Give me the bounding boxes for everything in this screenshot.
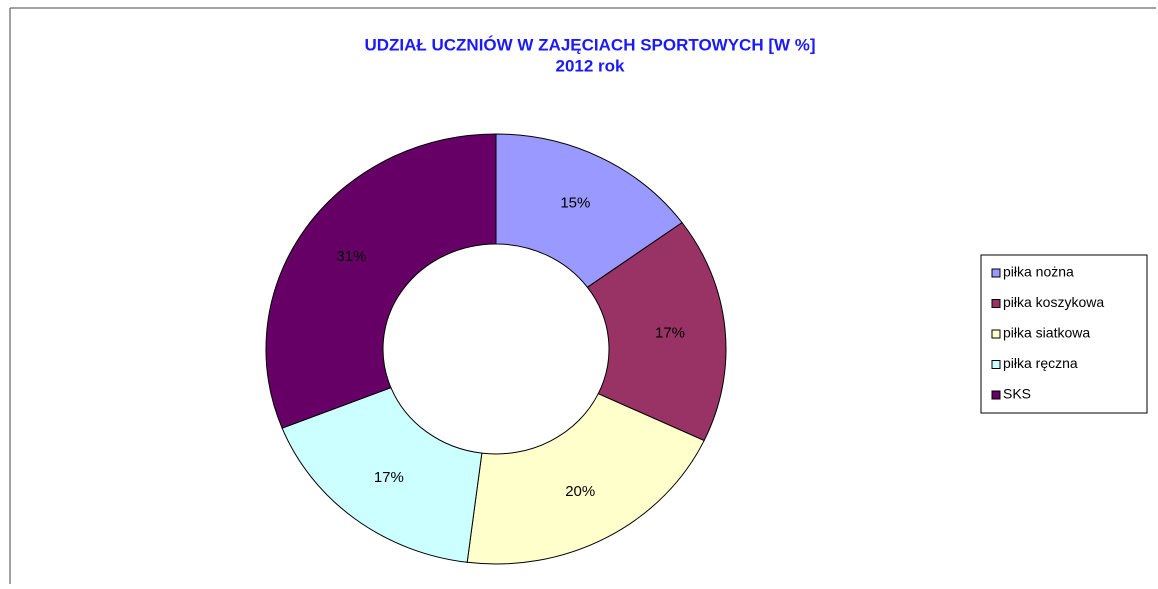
- legend-swatch: [991, 268, 1001, 278]
- data-label: 17%: [655, 325, 685, 342]
- data-label: 20%: [565, 483, 595, 500]
- donut-slice: [281, 387, 483, 563]
- legend-label: piłka koszykowa: [1003, 294, 1104, 310]
- legend-swatch: [991, 329, 1001, 339]
- legend-label: piłka ręczna: [1003, 355, 1078, 371]
- data-label: 15%: [560, 194, 590, 211]
- chart-title: UDZIAŁ UCZNIÓW W ZAJĘCIACH SPORTOWYCH [W…: [364, 35, 815, 54]
- legend-swatch: [991, 390, 1001, 400]
- legend-label: SKS: [1003, 386, 1031, 402]
- donut-slice: [586, 221, 727, 442]
- donut-slice: [495, 133, 683, 288]
- data-label: 31%: [336, 248, 366, 265]
- donut-slice: [265, 133, 497, 429]
- legend-box: [980, 254, 1148, 414]
- legend-swatch: [991, 360, 1001, 369]
- legend-label: piłka siatkowa: [1003, 325, 1090, 341]
- legend-swatch: [991, 299, 1001, 308]
- data-label: 17%: [374, 469, 404, 486]
- legend-label: piłka nożna: [1003, 264, 1074, 280]
- donut-slice: [466, 393, 705, 565]
- chart-subtitle: 2012 rok: [556, 56, 626, 75]
